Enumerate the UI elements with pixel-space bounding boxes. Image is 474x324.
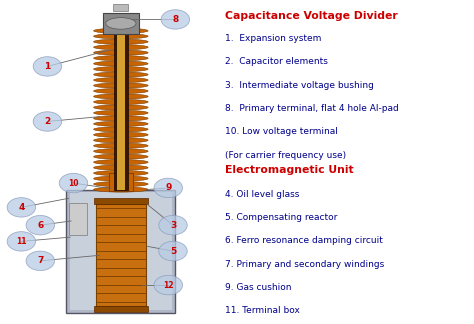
- Text: 1.  Expansion system: 1. Expansion system: [225, 34, 321, 43]
- Text: (For carrier frequency use): (For carrier frequency use): [225, 151, 346, 160]
- FancyBboxPatch shape: [103, 13, 138, 34]
- Text: 1: 1: [44, 62, 51, 71]
- Text: 8.  Primary terminal, flat 4 hole Al-pad: 8. Primary terminal, flat 4 hole Al-pad: [225, 104, 399, 113]
- Text: 6. Ferro resonance damping circuit: 6. Ferro resonance damping circuit: [225, 236, 383, 245]
- Ellipse shape: [94, 72, 148, 77]
- Ellipse shape: [94, 105, 148, 110]
- Ellipse shape: [94, 160, 148, 165]
- Ellipse shape: [94, 61, 148, 66]
- Ellipse shape: [94, 110, 148, 115]
- FancyBboxPatch shape: [70, 192, 172, 310]
- Ellipse shape: [94, 99, 148, 105]
- Text: 10: 10: [68, 179, 79, 188]
- Ellipse shape: [94, 55, 148, 61]
- Circle shape: [154, 275, 182, 295]
- Ellipse shape: [94, 149, 148, 154]
- Circle shape: [159, 241, 187, 261]
- Circle shape: [159, 215, 187, 235]
- Ellipse shape: [94, 143, 148, 148]
- Circle shape: [154, 178, 182, 198]
- Ellipse shape: [94, 165, 148, 170]
- Circle shape: [59, 173, 88, 193]
- Ellipse shape: [94, 116, 148, 121]
- Text: 12: 12: [163, 281, 173, 290]
- Ellipse shape: [94, 94, 148, 99]
- Text: 7: 7: [37, 256, 44, 265]
- Circle shape: [33, 112, 62, 131]
- Ellipse shape: [94, 187, 148, 192]
- FancyBboxPatch shape: [117, 31, 125, 190]
- Circle shape: [7, 232, 36, 251]
- FancyBboxPatch shape: [94, 198, 148, 204]
- Text: 3.  Intermediate voltage bushing: 3. Intermediate voltage bushing: [225, 81, 374, 90]
- Text: 2.  Capacitor elements: 2. Capacitor elements: [225, 57, 328, 66]
- Text: 6: 6: [37, 221, 44, 230]
- Text: 8: 8: [172, 15, 179, 24]
- Circle shape: [161, 10, 190, 29]
- Ellipse shape: [94, 45, 148, 50]
- FancyBboxPatch shape: [69, 202, 87, 235]
- FancyBboxPatch shape: [94, 306, 148, 312]
- Circle shape: [7, 198, 36, 217]
- Ellipse shape: [94, 66, 148, 72]
- Text: 5. Compensating reactor: 5. Compensating reactor: [225, 213, 337, 222]
- FancyBboxPatch shape: [113, 4, 128, 11]
- Circle shape: [33, 57, 62, 76]
- Ellipse shape: [94, 138, 148, 143]
- Text: 9. Gas cushion: 9. Gas cushion: [225, 283, 292, 292]
- FancyBboxPatch shape: [114, 31, 128, 190]
- Ellipse shape: [94, 39, 148, 44]
- Ellipse shape: [94, 34, 148, 39]
- Text: 11: 11: [16, 237, 27, 246]
- Ellipse shape: [106, 17, 136, 29]
- Ellipse shape: [94, 170, 148, 176]
- Ellipse shape: [94, 77, 148, 83]
- Ellipse shape: [94, 176, 148, 181]
- Text: 11. Terminal box: 11. Terminal box: [225, 306, 300, 315]
- Text: 10. Low voltage terminal: 10. Low voltage terminal: [225, 127, 338, 136]
- Text: Electromagnetic Unit: Electromagnetic Unit: [225, 165, 354, 175]
- Text: 5: 5: [170, 247, 176, 256]
- Ellipse shape: [94, 127, 148, 132]
- Text: 4: 4: [18, 203, 25, 212]
- Ellipse shape: [94, 154, 148, 159]
- Ellipse shape: [94, 50, 148, 55]
- FancyBboxPatch shape: [109, 173, 133, 191]
- FancyBboxPatch shape: [96, 204, 146, 306]
- Text: 3: 3: [170, 221, 176, 230]
- Text: 9: 9: [165, 183, 172, 192]
- Text: 4. Oil level glass: 4. Oil level glass: [225, 190, 300, 199]
- Text: 7. Primary and secondary windings: 7. Primary and secondary windings: [225, 260, 384, 269]
- Ellipse shape: [94, 83, 148, 88]
- Circle shape: [26, 251, 55, 271]
- FancyBboxPatch shape: [66, 190, 175, 313]
- Ellipse shape: [94, 28, 148, 33]
- Ellipse shape: [94, 132, 148, 137]
- Text: Capacitance Voltage Divider: Capacitance Voltage Divider: [225, 11, 398, 21]
- Circle shape: [26, 215, 55, 235]
- Ellipse shape: [94, 181, 148, 187]
- Ellipse shape: [94, 88, 148, 94]
- Text: 2: 2: [44, 117, 51, 126]
- Ellipse shape: [94, 121, 148, 126]
